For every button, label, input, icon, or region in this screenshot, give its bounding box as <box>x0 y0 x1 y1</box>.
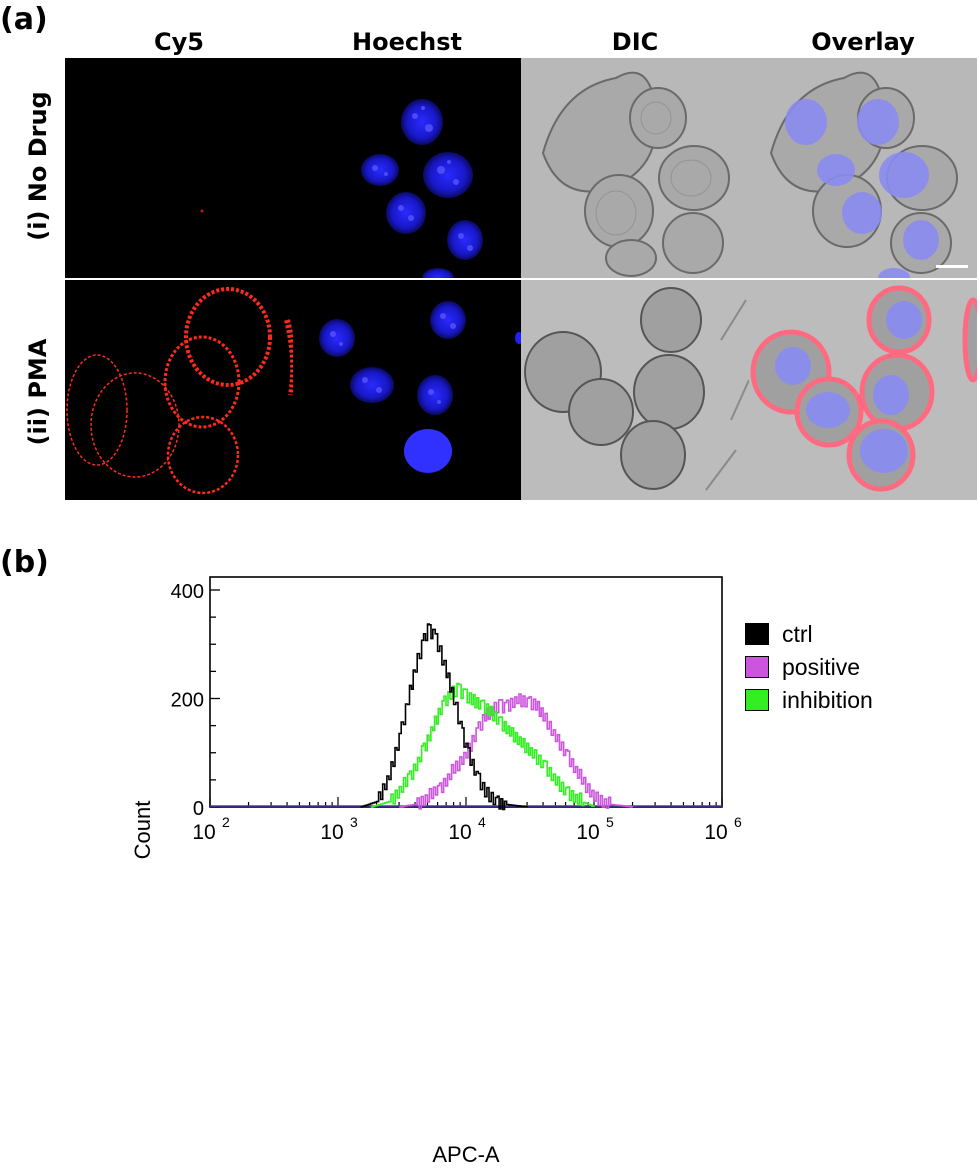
micrograph-hoechst-no-drug <box>293 58 521 278</box>
column-header-cy5: Cy5 <box>154 28 204 56</box>
x-tick-label: 10 <box>576 821 599 844</box>
histogram-series <box>210 623 722 811</box>
legend-swatch-ctrl <box>745 623 769 645</box>
legend-label-inhibition: inhibition <box>782 687 873 713</box>
x-tick-exponent: 4 <box>478 814 486 830</box>
y-axis-label: Count <box>130 801 155 860</box>
series-line-inhibition <box>370 682 595 808</box>
x-tick-exponent: 5 <box>606 814 614 830</box>
row-label-pma: (ii) PMA <box>24 338 52 446</box>
y-tick-label: 400 <box>171 581 204 603</box>
plot-frame <box>209 576 723 808</box>
x-tick-exponent: 2 <box>222 814 230 830</box>
micrograph-cy5-pma <box>65 280 293 500</box>
y-tick-label: 200 <box>171 690 204 712</box>
x-tick-label: 10 <box>448 821 471 844</box>
panel-a-label: (a) <box>0 2 48 37</box>
column-header-dic: DIC <box>611 28 659 56</box>
legend-swatch-inhibition <box>745 689 769 711</box>
series-line-ctrl <box>360 623 528 811</box>
scale-bar <box>936 265 968 268</box>
micrograph-overlay-no-drug <box>749 58 977 278</box>
column-header-overlay: Overlay <box>811 28 915 56</box>
x-tick-exponent: 6 <box>734 814 742 830</box>
x-axis-label: APC-A <box>432 1142 500 1167</box>
x-tick-exponent: 3 <box>350 814 358 830</box>
row-label-no-drug: (i) No Drug <box>24 91 52 241</box>
micrograph-dic-pma <box>521 280 749 500</box>
x-tick-label: 10 <box>192 821 215 844</box>
y-axis: 0 200 400 <box>171 581 220 820</box>
micrograph-hoechst-pma <box>293 280 521 500</box>
x-tick-label: 10 <box>320 821 343 844</box>
legend-label-ctrl: ctrl <box>782 621 813 647</box>
column-header-hoechst: Hoechst <box>352 28 462 56</box>
x-axis: 10 2 10 3 10 4 10 5 10 6 <box>192 797 742 844</box>
micrograph-cy5-no-drug <box>65 58 293 278</box>
legend-label-positive: positive <box>782 654 860 680</box>
x-tick-label: 10 <box>704 821 727 844</box>
y-tick-label: 0 <box>193 798 204 820</box>
legend-swatch-positive <box>745 656 769 678</box>
micrograph-dic-no-drug <box>521 58 749 278</box>
micrograph-overlay-pma <box>749 280 977 500</box>
panel-b-label: (b) <box>0 545 49 580</box>
flow-cytometry-histogram: 0 200 400 10 2 10 3 10 4 10 5 10 6 Count APC-A <box>130 576 742 1167</box>
series-line-positive <box>399 693 634 810</box>
